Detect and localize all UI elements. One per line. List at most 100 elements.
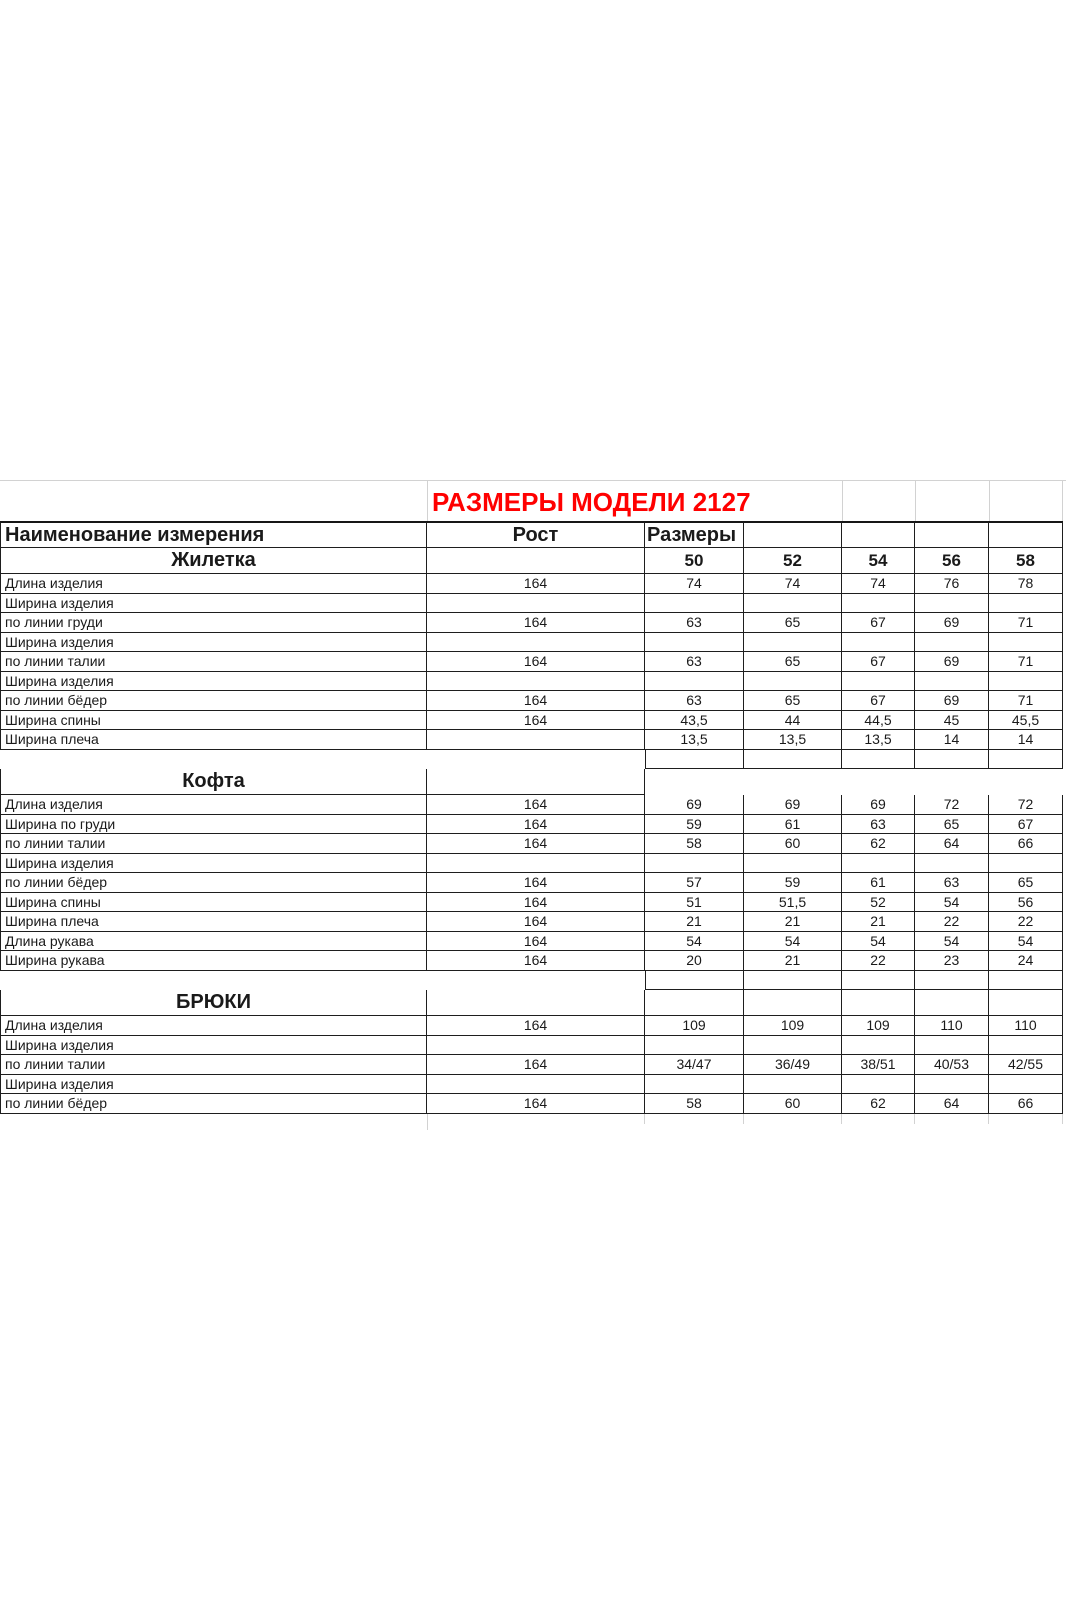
size-value: 59 [645,814,744,834]
gap-size-cell [915,749,989,769]
size-value: 45,5 [989,710,1063,730]
size-value: 36/49 [744,1055,842,1075]
gridline-below-54-col [914,1114,915,1124]
gap-cell [0,971,427,991]
row-label: Ширина изделия [0,1074,427,1094]
gap-cell [427,971,645,991]
header-rost: Рост [427,521,645,548]
size-value [915,1074,989,1094]
size-value: 66 [989,834,1063,854]
section-header-3: БРЮКИ [0,990,427,1016]
size-value [915,593,989,613]
row-label: по линии бёдер [0,1094,427,1114]
size-value [915,1035,989,1055]
gap-size-cell [744,970,842,990]
gridline-col-58 [989,480,990,521]
size-value: 63 [842,814,915,834]
row-label: по линии талии [0,652,427,672]
header-empty-cell [744,521,842,548]
rost-value [427,671,645,691]
size-value: 59 [744,873,842,893]
size-value: 22 [989,912,1063,932]
rost-value: 164 [427,951,645,971]
size-value: 109 [645,1016,744,1036]
size-value: 22 [915,912,989,932]
size-value: 65 [744,691,842,711]
size-header-56: 56 [915,548,989,574]
rost-value: 164 [427,795,645,815]
row-label: Ширина спины [0,892,427,912]
row-label: по линии бёдер [0,873,427,893]
row-label: Ширина плеча [0,912,427,932]
rost-value: 164 [427,1016,645,1036]
size-value: 62 [842,834,915,854]
size-value: 65 [744,652,842,672]
size-value [989,632,1063,652]
rost-value: 164 [427,1055,645,1075]
gap-size-cell [744,749,842,769]
rost-value: 164 [427,873,645,893]
size-value: 45 [915,710,989,730]
size-value [915,632,989,652]
row-label: Ширина плеча [0,730,427,750]
size-value: 67 [842,691,915,711]
size-value: 52 [842,892,915,912]
gridline-below-58-col [1062,1114,1063,1124]
size-value [744,593,842,613]
size-blank-cell [989,769,1063,795]
gap-size-cell [645,749,744,769]
rost-value: 164 [427,931,645,951]
size-value [645,853,744,873]
row-label: Ширина рукава [0,951,427,971]
size-value: 71 [989,613,1063,633]
gap-size-cell [842,970,915,990]
size-value: 44 [744,710,842,730]
size-value [645,671,744,691]
size-value [842,632,915,652]
row-label: Ширина изделия [0,593,427,613]
size-value: 69 [744,795,842,815]
row-label: Длина изделия [0,1016,427,1036]
size-empty-cell [915,990,989,1016]
gap-size-cell [842,749,915,769]
size-value: 40/53 [915,1055,989,1075]
gridline-below-name-col [427,1114,428,1130]
size-value: 71 [989,652,1063,672]
size-value [645,593,744,613]
gridline-col-right [1062,480,1063,521]
row-label: Длина изделия [0,574,427,594]
size-value: 65 [915,814,989,834]
size-value: 62 [842,1094,915,1114]
size-value [744,671,842,691]
size-value: 44,5 [842,710,915,730]
size-value: 69 [915,613,989,633]
size-value: 69 [915,691,989,711]
size-value: 64 [915,834,989,854]
size-value [842,1074,915,1094]
size-value [744,853,842,873]
size-value: 51 [645,892,744,912]
size-value: 110 [989,1016,1063,1036]
size-value [842,853,915,873]
size-empty-cell [645,990,744,1016]
size-value: 34/47 [645,1055,744,1075]
gridline-below-50-col [743,1114,744,1124]
rost-value: 164 [427,834,645,854]
size-value: 21 [744,912,842,932]
size-value: 54 [645,931,744,951]
size-table: Наименование измерения Рост Размеры Жилетка… [0,521,1063,1114]
size-value: 57 [645,873,744,893]
size-value [989,671,1063,691]
row-label: Ширина изделия [0,1035,427,1055]
gap-size-cell [989,970,1063,990]
size-value [645,1035,744,1055]
size-empty-cell [989,990,1063,1016]
size-value: 58 [645,834,744,854]
header-razmery: Размеры [645,521,744,548]
rost-value: 164 [427,814,645,834]
gap-size-cell [989,749,1063,769]
size-value: 54 [915,931,989,951]
size-value: 22 [842,951,915,971]
size-value [989,1074,1063,1094]
size-value: 63 [645,652,744,672]
